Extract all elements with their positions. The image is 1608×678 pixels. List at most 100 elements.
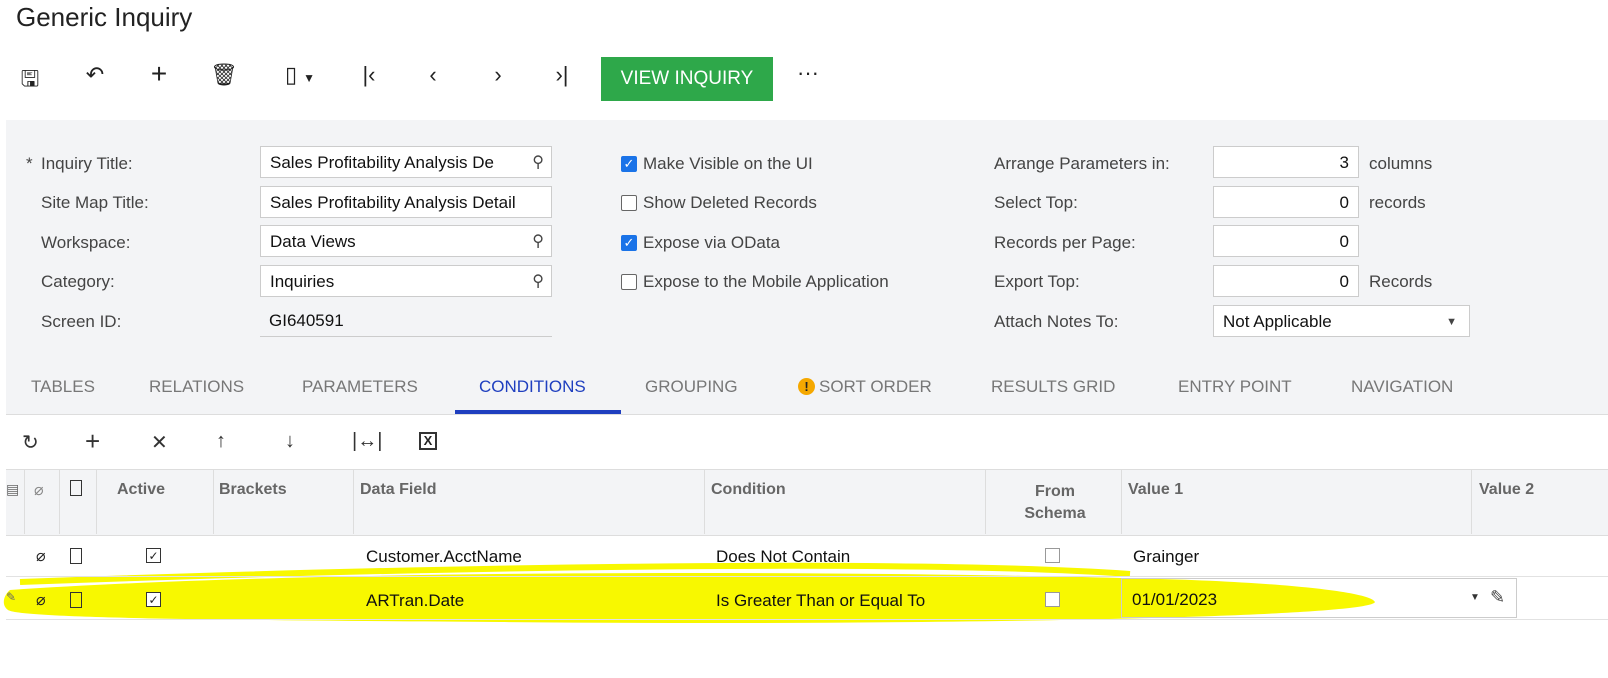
select-top-label: Select Top: <box>994 193 1078 212</box>
inquiry-title-input[interactable]: Sales Profitability Analysis De ⚲ <box>260 146 552 178</box>
attach-notes-label: Attach Notes To: <box>994 312 1119 331</box>
note-icon <box>70 480 82 496</box>
tab-grouping[interactable]: GROUPING <box>645 377 738 396</box>
from-schema-checkbox[interactable] <box>1045 548 1060 563</box>
first-icon[interactable]: |‹ <box>362 62 376 87</box>
screen-id-value: GI640591 <box>260 305 552 337</box>
last-icon[interactable]: ›| <box>555 62 569 87</box>
site-map-title-label: Site Map Title: <box>41 193 149 212</box>
column-header-condition[interactable]: Condition <box>711 481 786 498</box>
refresh-icon[interactable]: ↻ <box>22 432 39 454</box>
value-1-editor[interactable]: 01/01/2023 ▼ ✎ <box>1121 578 1517 618</box>
checkbox-checked-icon[interactable]: ✓ <box>621 156 637 172</box>
column-header-value-1[interactable]: Value 1 <box>1128 481 1184 498</box>
move-down-icon[interactable]: ↓ <box>285 430 295 452</box>
inquiry-title-label: Inquiry Title: <box>41 154 133 173</box>
tab-sort-order[interactable]: SORT ORDER <box>819 377 932 396</box>
fit-width-icon[interactable]: |↔| <box>352 430 383 452</box>
active-checkbox[interactable]: ✓ <box>146 548 161 563</box>
workspace-value: Data Views <box>270 232 356 251</box>
checkbox-label: Show Deleted Records <box>643 193 817 212</box>
make-visible-checkbox[interactable]: ✓ Make Visible on the UI <box>621 154 813 174</box>
arrange-label: Arrange Parameters in: <box>994 154 1170 173</box>
active-checkbox[interactable]: ✓ <box>146 592 161 607</box>
category-label: Category: <box>41 272 115 291</box>
arrange-suffix: columns <box>1369 154 1433 173</box>
more-icon[interactable]: ··· <box>797 60 819 85</box>
export-top-label: Export Top: <box>994 272 1080 291</box>
tab-navigation[interactable]: NAVIGATION <box>1351 377 1454 396</box>
show-deleted-checkbox[interactable]: Show Deleted Records <box>621 193 817 213</box>
tab-tables[interactable]: TABLES <box>31 377 95 396</box>
excel-export-icon[interactable]: X <box>419 432 437 450</box>
clipboard-icon[interactable]: ▯ ▼ <box>284 62 316 87</box>
workspace-label: Workspace: <box>41 233 131 252</box>
search-icon[interactable]: ⚲ <box>532 154 544 171</box>
attachment-icon[interactable]: ⌀ <box>36 548 46 565</box>
records-per-page-label: Records per Page: <box>994 233 1136 252</box>
required-mark: * <box>26 154 33 173</box>
add-icon[interactable]: + <box>85 426 101 456</box>
page-title: Generic Inquiry <box>16 2 193 32</box>
attachment-icon: ⌀ <box>34 482 44 499</box>
workspace-input[interactable]: Data Views ⚲ <box>260 225 552 257</box>
grid-header <box>6 469 1608 536</box>
delete-icon[interactable]: ✕ <box>151 432 168 454</box>
from-schema-checkbox[interactable] <box>1045 592 1060 607</box>
data-field-cell[interactable]: ARTran.Date <box>366 591 465 610</box>
divider <box>6 414 1608 415</box>
condition-cell[interactable]: Does Not Contain <box>716 547 851 566</box>
move-up-icon[interactable]: ↑ <box>216 430 226 452</box>
tab-results-grid[interactable]: RESULTS GRID <box>991 377 1116 396</box>
checkbox-checked-icon[interactable]: ✓ <box>621 235 637 251</box>
select-top-input[interactable]: 0 <box>1213 186 1359 218</box>
records-per-page-input[interactable]: 0 <box>1213 225 1359 257</box>
column-header-active[interactable]: Active <box>117 481 166 498</box>
search-icon[interactable]: ⚲ <box>532 273 544 290</box>
add-icon[interactable]: + <box>150 58 168 89</box>
next-icon[interactable]: › <box>494 62 502 87</box>
value-1-cell[interactable]: Grainger <box>1133 547 1200 566</box>
pencil-icon[interactable]: ✎ <box>1490 587 1506 607</box>
active-tab-indicator <box>455 410 621 414</box>
tab-relations[interactable]: RELATIONS <box>149 377 245 396</box>
export-top-suffix: Records <box>1369 272 1433 291</box>
column-header-data-field[interactable]: Data Field <box>360 481 437 498</box>
expose-mobile-checkbox[interactable]: Expose to the Mobile Application <box>621 272 889 292</box>
note-icon[interactable] <box>70 592 82 608</box>
screen-id-label: Screen ID: <box>41 312 122 331</box>
attach-notes-select[interactable]: Not Applicable ▼ <box>1213 305 1470 337</box>
column-header-value-2[interactable]: Value 2 <box>1479 481 1535 498</box>
inquiry-title-value: Sales Profitability Analysis De <box>270 153 494 172</box>
tab-conditions[interactable]: CONDITIONS <box>479 377 586 396</box>
tab-entry-point[interactable]: ENTRY POINT <box>1178 377 1292 396</box>
tab-parameters[interactable]: PARAMETERS <box>302 377 418 396</box>
view-inquiry-button[interactable]: VIEW INQUIRY <box>601 57 773 101</box>
category-input[interactable]: Inquiries ⚲ <box>260 265 552 297</box>
attachment-icon[interactable]: ⌀ <box>36 592 46 609</box>
row-menu-icon[interactable]: ▤ <box>6 481 20 497</box>
column-header-from-schema[interactable]: From Schema <box>1024 483 1086 522</box>
site-map-title-input[interactable]: Sales Profitability Analysis Detail <box>260 186 552 218</box>
save-icon[interactable]: 🖫 <box>20 66 40 91</box>
data-field-cell[interactable]: Customer.AcctName <box>366 547 522 566</box>
category-value: Inquiries <box>270 272 335 291</box>
condition-cell[interactable]: Is Greater Than or Equal To <box>716 591 926 610</box>
chevron-down-icon[interactable]: ▼ <box>1470 592 1480 603</box>
edit-row-indicator-icon: ✎ <box>6 590 17 604</box>
delete-icon[interactable]: 🗑 <box>210 62 238 87</box>
checkbox-unchecked-icon[interactable] <box>621 274 637 290</box>
export-top-input[interactable]: 0 <box>1213 265 1359 297</box>
column-header-brackets[interactable]: Brackets <box>219 481 287 498</box>
expose-odata-checkbox[interactable]: ✓ Expose via OData <box>621 233 780 253</box>
checkbox-label: Make Visible on the UI <box>643 154 813 173</box>
checkbox-unchecked-icon[interactable] <box>621 195 637 211</box>
search-icon[interactable]: ⚲ <box>532 233 544 250</box>
chevron-down-icon[interactable]: ▼ <box>1446 316 1457 328</box>
previous-icon[interactable]: ‹ <box>429 62 437 87</box>
note-icon[interactable] <box>70 548 82 564</box>
checkbox-label: Expose to the Mobile Application <box>643 272 889 291</box>
warning-icon: ! <box>798 378 815 395</box>
arrange-input[interactable]: 3 <box>1213 146 1359 178</box>
undo-icon[interactable]: ↶ <box>85 62 105 87</box>
